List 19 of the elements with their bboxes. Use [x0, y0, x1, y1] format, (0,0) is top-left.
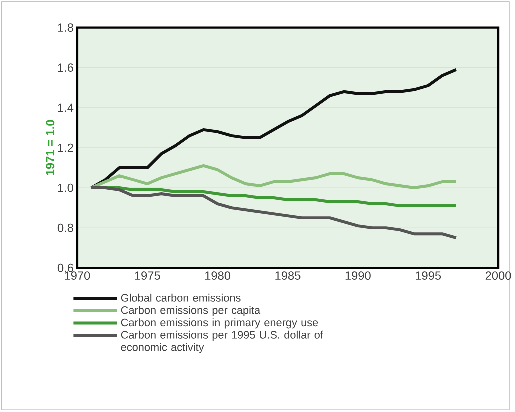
x-tick-label: 1995 — [416, 272, 442, 280]
y-tick-label: 1.0 — [58, 184, 74, 192]
y-tick-label: 1.4 — [58, 104, 74, 112]
x-tick-label: 1970 — [65, 272, 90, 280]
y-axis-title: 1971 = 1.0 — [46, 120, 55, 176]
y-tick-label: 1.2 — [58, 144, 74, 152]
y-tick-label: 0.6 — [58, 264, 74, 272]
y-tick-label: 1.6 — [58, 64, 74, 72]
y-tick-label: 0.8 — [58, 224, 74, 232]
x-tick-label: 1985 — [276, 272, 301, 280]
x-tick-label: 2000 — [486, 272, 512, 280]
x-tick-label: 1975 — [135, 272, 160, 280]
x-tick-label: 1990 — [346, 272, 371, 280]
legend-label: Carbon emissions per 1995 U.S. dollar of economic activity — [121, 330, 324, 354]
legend-label: Carbon emissions per capita — [121, 306, 261, 316]
y-tick-label: 1.8 — [58, 24, 74, 32]
legend-label: Global carbon emissions — [121, 294, 241, 302]
x-tick-label: 1980 — [206, 272, 231, 280]
legend-label: Carbon emissions in primary energy use — [121, 318, 318, 329]
